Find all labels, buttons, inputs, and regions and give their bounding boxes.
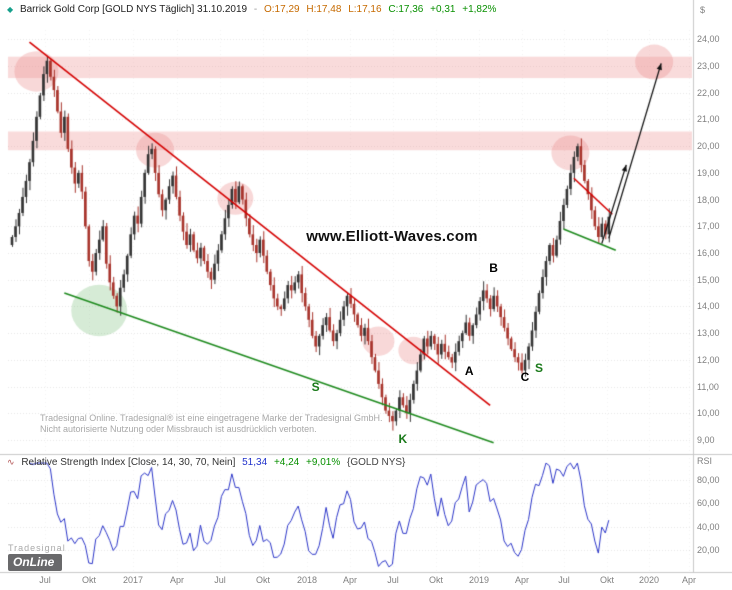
time-axis-label: 2018: [296, 575, 318, 585]
price-axis-label: 22,00: [697, 87, 720, 98]
logo-badge: OnLine: [8, 554, 63, 571]
price-axis-label: 19,00: [697, 167, 720, 178]
chart-title[interactable]: Barrick Gold Corp [GOLD NYS Täglich] 31.…: [19, 4, 248, 15]
currency-label: $: [700, 5, 706, 15]
price-axis-label: 9,00: [697, 434, 715, 445]
price-change: +0,31: [430, 4, 456, 15]
time-axis-label: Okt: [428, 575, 444, 585]
ohlc-close: C:17,36: [388, 4, 424, 15]
price-axis-label: 11,00: [697, 381, 719, 392]
price-axis-label: 14,00: [697, 301, 720, 312]
price-change-pct: +1,82%: [462, 4, 497, 15]
ohlc-low: L:17,16: [348, 4, 382, 15]
time-axis-label: Jul: [39, 575, 51, 585]
time-axis-label: Apr: [169, 575, 185, 585]
time-axis-label: Jul: [387, 575, 399, 585]
rsi-axis-label: 40,00: [697, 521, 720, 532]
time-axis-label: 2017: [122, 575, 144, 585]
wave-label-K[interactable]: K: [398, 431, 408, 446]
time-axis-label: Apr: [514, 575, 530, 585]
rsi-change-pct: +9,01%: [306, 457, 341, 468]
wave-label-S[interactable]: S: [311, 379, 320, 394]
instrument-icon: ◆: [7, 5, 14, 14]
price-axis-label: 21,00: [697, 114, 720, 125]
time-axis-label: Jul: [214, 575, 226, 585]
time-axis-label: Okt: [255, 575, 271, 585]
rsi-axis-title: RSI: [697, 456, 713, 466]
ohlc-open: O:17,29: [264, 4, 300, 15]
chart-title-bar: ◆ Barrick Gold Corp [GOLD NYS Täglich] 3…: [7, 4, 500, 15]
oscillator-icon: ∿: [7, 457, 15, 467]
rsi-axis-label: 60,00: [697, 498, 720, 509]
wave-label-B[interactable]: B: [489, 260, 498, 275]
price-axis-label: 20,00: [697, 141, 720, 152]
wave-label-S[interactable]: S: [534, 360, 543, 375]
time-axis-label: 2020: [638, 575, 660, 585]
time-axis-label: Apr: [342, 575, 358, 585]
rsi-change: +4,24: [273, 457, 300, 468]
wave-label-C[interactable]: C: [520, 370, 530, 385]
watermark: www.Elliott-Waves.com: [306, 228, 478, 245]
time-axis-label: Apr: [681, 575, 697, 585]
tradesignal-logo: Tradesignal OnLine: [8, 543, 66, 571]
price-axis-label: 15,00: [697, 274, 720, 285]
rsi-indicator-name[interactable]: Relative Strength Index [Close, 14, 30, …: [21, 457, 236, 468]
time-axis-label: Okt: [81, 575, 97, 585]
ohlc-high: H:17,48: [306, 4, 342, 15]
rsi-symbol: {GOLD NYS}: [347, 457, 406, 468]
logo-text: Tradesignal: [8, 543, 66, 553]
price-axis-label: 16,00: [697, 248, 720, 259]
disclaimer-line2: Nicht autorisierte Nutzung oder Missbrau…: [40, 424, 317, 434]
price-axis-label: 24,00: [697, 34, 720, 45]
rsi-axis-label: 80,00: [697, 474, 720, 485]
time-axis-label: Jul: [558, 575, 570, 585]
price-axis-label: 13,00: [697, 328, 720, 339]
time-axis-label: 2019: [468, 575, 490, 585]
rsi-header: ∿ Relative Strength Index [Close, 14, 30…: [7, 457, 409, 468]
disclaimer: Tradesignal Online. Tradesignal® ist ein…: [40, 413, 382, 435]
disclaimer-line1: Tradesignal Online. Tradesignal® ist ein…: [40, 413, 383, 423]
price-axis-label: 12,00: [697, 354, 720, 365]
price-axis-label: 10,00: [697, 408, 720, 419]
rsi-value: 51,34: [242, 457, 268, 468]
price-axis-label: 18,00: [697, 194, 720, 205]
rsi-axis-label: 20,00: [697, 545, 720, 556]
wave-label-A[interactable]: A: [464, 363, 474, 378]
price-axis-label: 23,00: [697, 61, 720, 72]
title-separator: -: [253, 4, 258, 15]
time-axis-label: Okt: [599, 575, 615, 585]
price-axis-label: 17,00: [697, 221, 720, 232]
